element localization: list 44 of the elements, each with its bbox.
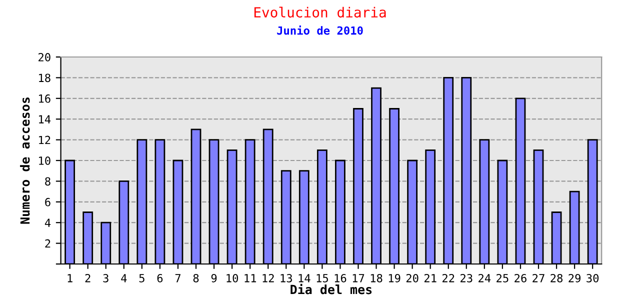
x-tick-label: 11 xyxy=(244,274,256,282)
x-tick-label: 30 xyxy=(586,274,599,282)
x-tick-label: 10 xyxy=(226,274,238,282)
x-tick-label: 6 xyxy=(157,274,163,282)
x-tick-label: 25 xyxy=(496,274,508,282)
x-tick-label: 12 xyxy=(262,274,274,282)
x-tick-label: 1 xyxy=(68,274,72,282)
x-tick-label: 29 xyxy=(568,274,580,282)
x-tick-label: 19 xyxy=(388,274,400,282)
y-tick-label: 2 xyxy=(45,239,50,248)
x-tick-label: 9 xyxy=(211,274,217,282)
y-tick-label: 16 xyxy=(39,94,50,103)
x-tick-label: 4 xyxy=(121,274,127,282)
x-tick-label: 26 xyxy=(514,274,526,282)
x-tick-label: 5 xyxy=(139,274,144,282)
x-tick-label: 16 xyxy=(334,274,346,282)
x-tick-label: 15 xyxy=(316,274,328,282)
x-tick-label: 28 xyxy=(550,274,563,282)
x-tick-label: 24 xyxy=(478,274,491,282)
x-tick-label: 23 xyxy=(460,274,472,282)
x-tick-label: 20 xyxy=(406,274,418,282)
x-axis-title: Dia del mes xyxy=(290,284,372,294)
y-tick-label: 6 xyxy=(45,198,50,206)
y-tick-label: 18 xyxy=(39,74,50,82)
chart-subtitle: Junio de 2010 xyxy=(277,26,363,35)
x-tick-label: 13 xyxy=(280,274,292,282)
x-tick-label: 14 xyxy=(298,274,310,282)
y-axis-title: Numero de accesos xyxy=(20,98,30,224)
y-tick-label: 8 xyxy=(45,177,50,186)
y-tick-label: 10 xyxy=(39,156,50,165)
chart-title: Evolucion diaria xyxy=(254,6,386,18)
x-tick-label: 7 xyxy=(175,274,180,282)
y-tick-label: 20 xyxy=(38,53,50,62)
x-tick-label: 27 xyxy=(532,274,544,282)
x-tick-label: 2 xyxy=(85,274,90,282)
x-tick-label: 8 xyxy=(193,274,199,282)
x-tick-label: 3 xyxy=(103,274,108,282)
y-tick-label: 4 xyxy=(44,218,51,227)
x-tick-label: 21 xyxy=(424,274,436,282)
x-tick-label: 22 xyxy=(442,274,454,282)
x-tick-label: 17 xyxy=(352,274,364,282)
y-tick-label: 12 xyxy=(39,136,50,144)
x-tick-label: 18 xyxy=(370,274,382,282)
y-tick-label: 14 xyxy=(39,115,51,124)
